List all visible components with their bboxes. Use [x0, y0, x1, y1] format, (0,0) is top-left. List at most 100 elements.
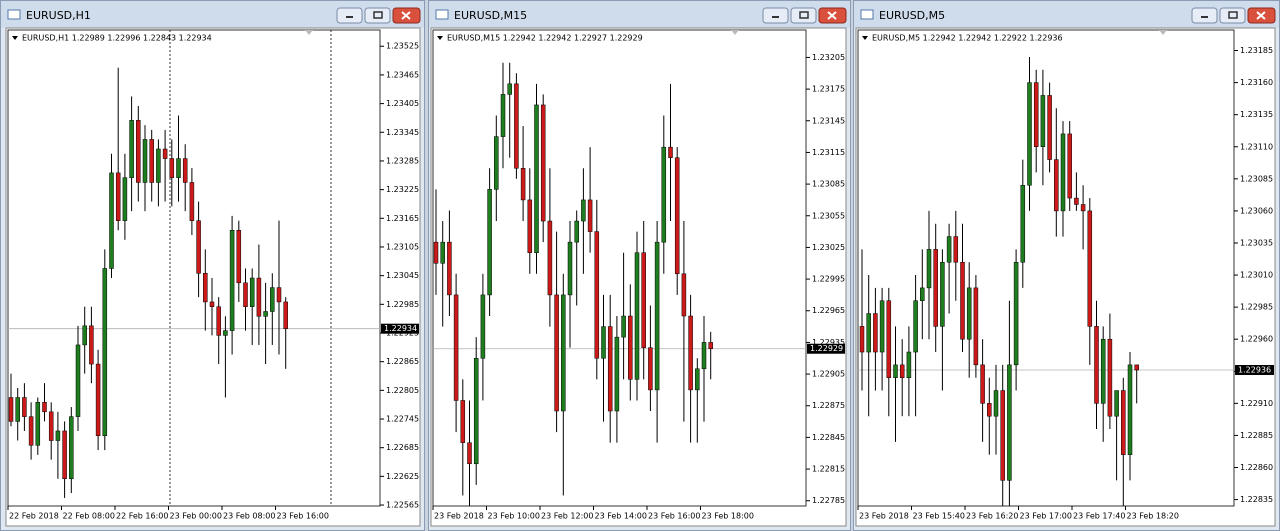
candle-body	[176, 158, 181, 178]
y-tick-label: 1.22815	[812, 465, 845, 474]
candle-body	[1067, 133, 1072, 199]
minimize-button[interactable]	[762, 7, 789, 24]
current-price-box	[807, 343, 845, 354]
y-tick-label: 1.23105	[386, 242, 419, 251]
y-tick-label: 1.22625	[386, 472, 419, 481]
candle-body	[48, 411, 54, 441]
maximize-button[interactable]	[364, 7, 391, 24]
y-tick-label: 1.23135	[1240, 110, 1273, 119]
candle-body	[574, 220, 579, 243]
y-tick-label: 1.23465	[386, 70, 419, 79]
x-tick-label: 22 Feb 08:00	[63, 512, 115, 521]
candle-body	[1027, 82, 1032, 186]
candle-body	[527, 199, 533, 253]
y-tick-label: 1.22985	[386, 300, 419, 309]
candle-body	[933, 249, 938, 327]
y-tick-label: 1.23110	[1240, 142, 1273, 151]
plot-border	[432, 29, 807, 507]
candle-body	[480, 294, 486, 359]
shift-marker	[1159, 30, 1167, 35]
x-tick-label: 23 Feb 18:00	[702, 512, 754, 521]
chart-info: EURUSD,M5 1.22942 1.22942 1.22922 1.2293…	[872, 34, 1063, 43]
candle-body	[708, 342, 713, 349]
candle-body	[236, 229, 242, 284]
chart-info: EURUSD,M15 1.22942 1.22942 1.22927 1.229…	[447, 34, 643, 43]
candle-body	[270, 287, 275, 312]
candle-body	[1121, 390, 1126, 455]
candle-body	[122, 177, 128, 221]
y-tick-label: 1.22875	[812, 401, 845, 410]
candle-body	[196, 220, 201, 274]
current-price-box	[381, 323, 419, 334]
window-title: EURUSD,M15	[454, 9, 527, 22]
candle-body	[8, 397, 14, 422]
y-tick-label: 1.22805	[386, 386, 419, 395]
info-arrow	[12, 36, 18, 40]
candle-body	[695, 368, 700, 391]
x-tick-label: 23 Feb 12:00	[541, 512, 593, 521]
candle-body	[879, 300, 885, 353]
candle-body	[520, 168, 526, 201]
candle-body	[966, 287, 972, 340]
candle-body	[507, 83, 512, 95]
y-tick-label: 1.23145	[812, 116, 845, 125]
y-tick-label: 1.23285	[386, 156, 419, 165]
candle-body	[547, 220, 553, 296]
y-tick-label: 1.23345	[386, 128, 419, 137]
candle-body	[1007, 364, 1012, 481]
candle-body	[102, 268, 108, 436]
shift-marker	[305, 30, 313, 35]
candle-body	[28, 416, 34, 446]
candle-body	[648, 347, 653, 391]
candle-body	[1127, 364, 1133, 455]
candle-body	[82, 325, 87, 346]
candle-body	[1054, 159, 1059, 212]
y-tick-label: 1.22845	[812, 433, 845, 442]
minimize-button[interactable]	[336, 7, 363, 24]
y-tick-label: 1.23185	[1240, 46, 1273, 55]
y-tick-label: 1.23025	[812, 243, 845, 252]
candle-body	[15, 397, 20, 422]
candle-body	[263, 311, 268, 317]
y-tick-label: 1.22860	[1240, 463, 1273, 472]
shift-marker	[731, 30, 739, 35]
y-tick-label: 1.22960	[1240, 335, 1273, 344]
candle-body	[668, 146, 673, 158]
close-glyph	[827, 11, 837, 20]
y-tick-label: 1.23085	[812, 180, 845, 189]
candle-body	[460, 400, 466, 443]
x-tick-label: 23 Feb 14:00	[595, 512, 647, 521]
window-title: EURUSD,H1	[26, 9, 91, 22]
x-tick-label: 23 Feb 16:20	[966, 512, 1018, 521]
info-arrow	[437, 36, 443, 40]
y-tick-label: 1.23205	[812, 53, 845, 62]
x-tick-label: 23 Feb 15:40	[913, 512, 965, 521]
candle-body	[940, 261, 945, 327]
maximize-button[interactable]	[790, 7, 817, 24]
candle-body	[946, 236, 952, 263]
candle-body	[1080, 204, 1086, 212]
y-tick-label: 1.22935	[812, 338, 845, 347]
candle-body	[256, 277, 262, 317]
y-tick-label: 1.23035	[1240, 238, 1273, 247]
candle-body	[913, 300, 918, 353]
candle-body	[607, 326, 613, 412]
candle-body	[1013, 261, 1019, 366]
candle-body	[594, 231, 600, 359]
y-tick-label: 1.23160	[1240, 78, 1273, 87]
y-tick-label: 1.23525	[386, 42, 419, 51]
candle-body	[681, 273, 687, 317]
candle-body	[980, 364, 985, 404]
maximize-button[interactable]	[1219, 7, 1246, 24]
candle-body	[109, 172, 114, 269]
candle-body	[467, 442, 472, 465]
current-price-label: 1.22929	[810, 344, 843, 353]
y-tick-label: 1.22995	[812, 275, 845, 284]
candle-body	[136, 120, 141, 183]
minimize-button[interactable]	[1191, 7, 1218, 24]
close-glyph	[1256, 11, 1266, 20]
candle-body	[42, 402, 47, 413]
candle-body	[500, 94, 506, 137]
x-tick-label: 22 Feb 16:00	[116, 512, 168, 521]
